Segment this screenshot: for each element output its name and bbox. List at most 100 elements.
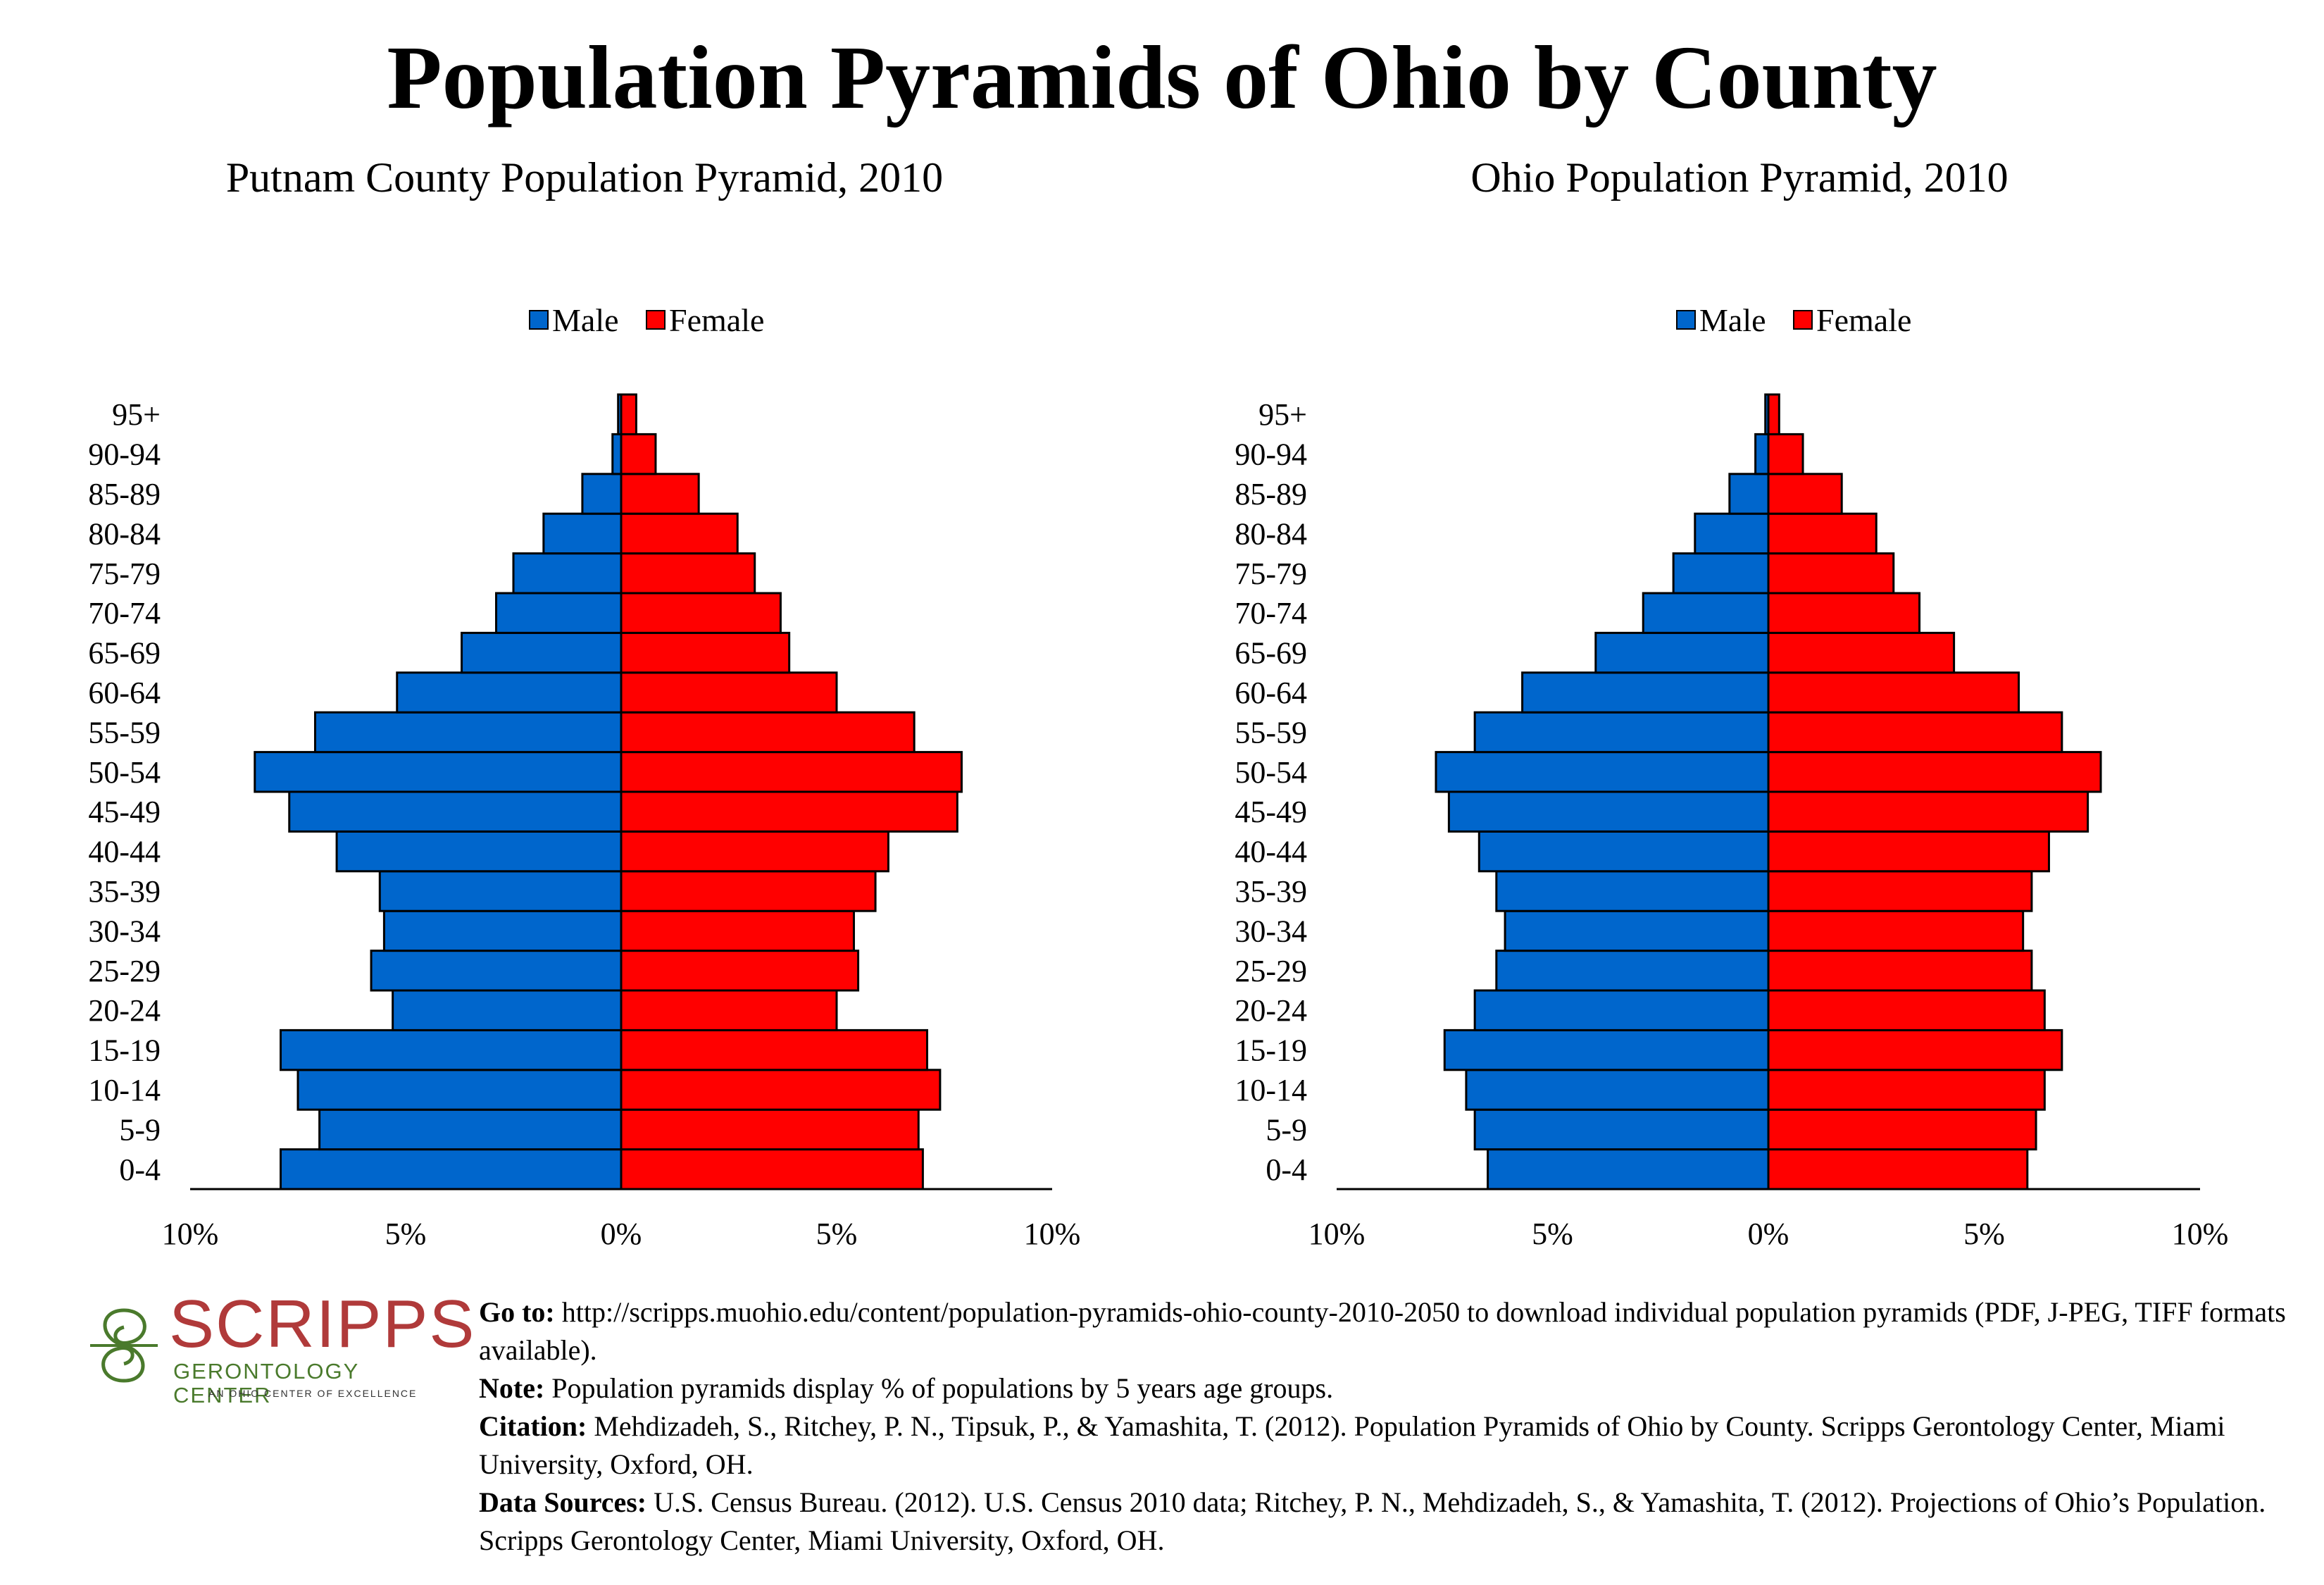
bar-female-80-84	[620, 512, 739, 555]
sources-label: Data Sources:	[479, 1486, 647, 1518]
bar-male-65-69	[1594, 631, 1770, 674]
age-label-0-4: 0-4	[119, 1152, 161, 1187]
bar-female-75-79	[1767, 552, 1895, 595]
bar-female-70-74	[620, 592, 782, 634]
bar-female-65-69	[1767, 631, 1956, 674]
x-tick-label: 10%	[162, 1217, 219, 1251]
bar-female-15-19	[620, 1028, 929, 1071]
bar-male-40-44	[335, 830, 623, 873]
bar-female-25-29	[620, 950, 860, 992]
bar-male-70-74	[1642, 592, 1770, 634]
age-label-45-49: 45-49	[88, 795, 161, 829]
x-tick-label: 10%	[1024, 1217, 1081, 1251]
sources-text: U.S. Census Bureau. (2012). U.S. Census …	[479, 1486, 2266, 1556]
bar-male-80-84	[542, 512, 623, 555]
age-label-85-89: 85-89	[88, 477, 161, 511]
scripps-logo: SCRIPPS GERONTOLOGY CENTER AN OHIO CENTE…	[85, 1289, 474, 1407]
bar-male-40-44	[1478, 830, 1770, 873]
bar-male-65-69	[461, 631, 623, 674]
bar-male-30-34	[382, 909, 623, 952]
note-text: Population pyramids display % of populat…	[551, 1372, 1334, 1404]
bar-female-50-54	[1767, 751, 2102, 793]
bar-male-35-39	[1495, 870, 1770, 912]
bar-female-90-94	[1767, 433, 1804, 476]
bar-male-60-64	[1521, 671, 1770, 714]
bar-male-15-19	[280, 1028, 623, 1071]
age-label-15-19: 15-19	[88, 1033, 161, 1068]
bar-female-40-44	[620, 830, 889, 873]
bar-female-70-74	[1767, 592, 1921, 634]
bar-male-5-9	[1473, 1108, 1770, 1151]
population-pyramid-charts: Putnam County Population Pyramid, 2010 Ma…	[88, 154, 2228, 1251]
age-label-40-44: 40-44	[88, 835, 161, 869]
age-label-75-79: 75-79	[1235, 557, 1307, 591]
age-label-80-84: 80-84	[1235, 516, 1307, 551]
bar-female-95+	[620, 393, 637, 435]
bar-female-10-14	[1767, 1069, 2046, 1111]
bar-male-75-79	[1672, 552, 1770, 595]
bar-male-0-4	[280, 1148, 623, 1191]
age-label-20-24: 20-24	[1235, 993, 1307, 1028]
bar-male-90-94	[611, 433, 623, 476]
age-label-55-59: 55-59	[88, 715, 161, 750]
legend-label-female: Female	[1816, 302, 1911, 338]
chart-title: Putnam County Population Pyramid, 2010	[226, 154, 943, 201]
age-label-95+: 95+	[112, 397, 161, 432]
bar-male-80-84	[1694, 512, 1770, 555]
x-tick-label: 10%	[2172, 1217, 2229, 1251]
age-label-25-29: 25-29	[88, 954, 161, 988]
logo-wordmark: SCRIPPS	[169, 1286, 476, 1362]
logo-tagline: AN OHIO CENTER OF EXCELLENCE	[208, 1388, 418, 1399]
legend-swatch-male	[1676, 310, 1696, 330]
x-tick-label: 5%	[816, 1217, 858, 1251]
x-tick-label: 5%	[385, 1217, 427, 1251]
age-label-30-34: 30-34	[88, 914, 161, 948]
legend-swatch-female	[646, 310, 666, 330]
bar-male-10-14	[296, 1069, 623, 1111]
footer-goto: Go to: http://scripps.muohio.edu/content…	[479, 1293, 2310, 1369]
age-label-35-39: 35-39	[1235, 874, 1307, 909]
goto-label: Go to:	[479, 1296, 555, 1328]
bar-female-25-29	[1767, 950, 2033, 992]
bar-female-55-59	[1767, 711, 2063, 754]
chart-title: Ohio Population Pyramid, 2010	[1470, 154, 2008, 201]
bar-female-80-84	[1767, 512, 1878, 555]
age-label-90-94: 90-94	[88, 437, 161, 472]
bar-female-20-24	[1767, 989, 2046, 1031]
age-label-10-14: 10-14	[1235, 1073, 1307, 1107]
bar-female-45-49	[620, 790, 958, 833]
bar-male-85-89	[1728, 473, 1770, 515]
goto-link[interactable]: http://scripps.muohio.edu/content/popula…	[479, 1296, 2286, 1366]
footer-sources: Data Sources: U.S. Census Bureau. (2012)…	[479, 1484, 2310, 1560]
bar-female-60-64	[1767, 671, 2020, 714]
bar-male-75-79	[512, 552, 623, 595]
bar-male-70-74	[495, 592, 623, 634]
note-label: Note:	[479, 1372, 545, 1404]
x-tick-label: 5%	[1963, 1217, 2005, 1251]
citation-label: Citation:	[479, 1410, 587, 1442]
bar-female-90-94	[620, 433, 657, 476]
age-label-90-94: 90-94	[1235, 437, 1307, 472]
pyramid-chart-2: Ohio Population Pyramid, 2010 Male Female 0…	[1235, 154, 2228, 1251]
footer-note: Note: Population pyramids display % of p…	[479, 1369, 2310, 1407]
bar-female-85-89	[620, 473, 700, 515]
footer-citation: Citation: Mehdizadeh, S., Ritchey, P. N.…	[479, 1407, 2310, 1484]
x-tick-label: 0%	[1748, 1217, 1789, 1251]
bar-female-75-79	[620, 552, 756, 595]
age-label-50-54: 50-54	[88, 755, 161, 790]
bar-male-90-94	[1754, 433, 1770, 476]
age-label-70-74: 70-74	[1235, 596, 1307, 630]
bar-male-0-4	[1487, 1148, 1770, 1191]
bar-female-30-34	[620, 909, 855, 952]
age-label-20-24: 20-24	[88, 993, 161, 1028]
bar-female-20-24	[620, 989, 838, 1031]
bar-male-35-39	[378, 870, 623, 912]
age-label-55-59: 55-59	[1235, 715, 1307, 750]
bar-male-25-29	[1495, 950, 1770, 992]
bar-male-20-24	[392, 989, 623, 1031]
bar-female-60-64	[620, 671, 838, 714]
legend-label-male: Male	[552, 302, 619, 338]
bar-female-40-44	[1767, 830, 2050, 873]
age-label-25-29: 25-29	[1235, 954, 1307, 988]
age-label-65-69: 65-69	[88, 636, 161, 671]
